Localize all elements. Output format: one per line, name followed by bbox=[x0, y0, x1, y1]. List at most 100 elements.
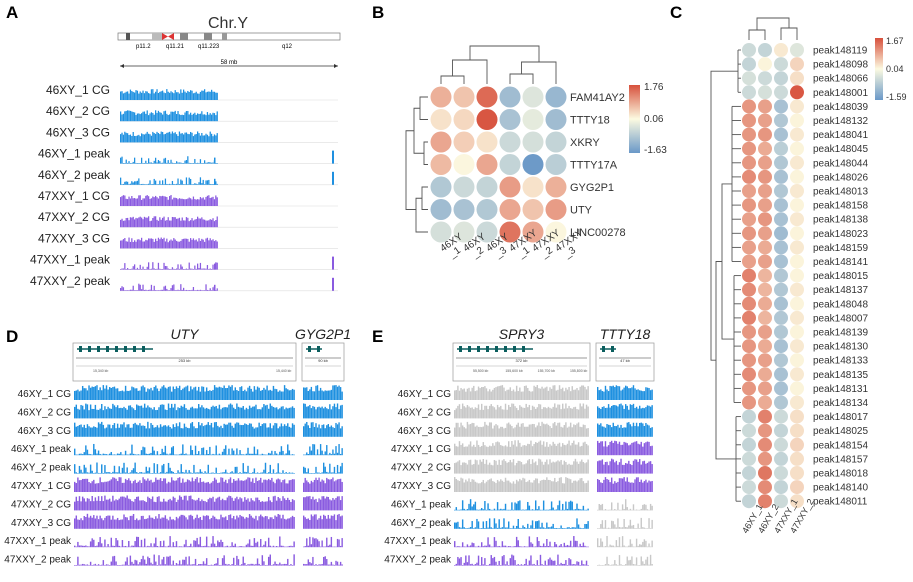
signal-bar bbox=[485, 521, 488, 529]
heatmap-cell bbox=[790, 480, 804, 495]
signal-bar bbox=[473, 479, 475, 492]
signal-bar bbox=[603, 391, 605, 400]
signal-bar bbox=[85, 388, 87, 400]
signal-bar bbox=[554, 385, 556, 400]
signal-bar bbox=[287, 444, 289, 456]
signal-bar bbox=[80, 453, 82, 456]
signal-bar bbox=[536, 425, 539, 437]
signal-bar bbox=[463, 482, 465, 492]
signal-bar bbox=[601, 391, 604, 400]
signal-bar bbox=[321, 424, 323, 437]
signal-bar bbox=[568, 463, 570, 474]
signal-bar bbox=[504, 477, 507, 492]
signal-bar bbox=[563, 542, 566, 548]
signal-bar bbox=[603, 406, 605, 419]
signal-bar bbox=[634, 528, 636, 529]
ruler-tick: 155,700 kb bbox=[538, 369, 555, 373]
signal-bar bbox=[231, 385, 233, 400]
signal-bar bbox=[255, 389, 257, 400]
signal-bar bbox=[225, 546, 227, 548]
signal-bar bbox=[229, 386, 232, 400]
heatmap-cell bbox=[758, 71, 772, 86]
heatmap-cell bbox=[758, 127, 772, 142]
signal-bar bbox=[485, 424, 488, 437]
signal-bar bbox=[145, 184, 147, 185]
signal-bar bbox=[574, 509, 577, 511]
signal-bar bbox=[120, 91, 122, 100]
signal-bar bbox=[239, 514, 241, 529]
signal-bar bbox=[546, 408, 548, 419]
signal-bar bbox=[167, 115, 169, 122]
panel-c-letter: C bbox=[670, 3, 682, 22]
signal-bar bbox=[261, 407, 264, 419]
signal-bar bbox=[104, 565, 106, 566]
signal-bar bbox=[221, 498, 224, 511]
signal-bar bbox=[217, 540, 219, 548]
signal-bar bbox=[166, 197, 168, 206]
signal-bar bbox=[285, 388, 287, 400]
track-signal bbox=[74, 443, 295, 456]
signal-bar bbox=[495, 509, 497, 511]
signal-bar bbox=[293, 407, 295, 419]
signal-bar bbox=[508, 422, 510, 437]
signal-bar bbox=[511, 483, 513, 492]
signal-bar bbox=[321, 450, 323, 456]
signal-bar bbox=[642, 407, 644, 419]
signal-bar bbox=[274, 495, 276, 511]
signal-bar bbox=[454, 565, 456, 566]
signal-bar bbox=[640, 422, 642, 437]
track-label: 47XXY_3 CG bbox=[38, 231, 110, 245]
signal-bar bbox=[557, 505, 559, 511]
signal-bar bbox=[611, 520, 613, 529]
signal-bar bbox=[129, 198, 132, 206]
signal-bar bbox=[85, 564, 87, 566]
signal-bar bbox=[474, 407, 477, 419]
track-signal bbox=[303, 556, 343, 566]
signal-bar bbox=[177, 178, 179, 185]
signal-bar bbox=[127, 110, 129, 122]
signal-bar bbox=[159, 134, 161, 143]
signal-bar bbox=[515, 479, 518, 492]
signal-bar bbox=[248, 405, 251, 419]
signal-bar bbox=[115, 561, 117, 566]
signal-bar bbox=[143, 447, 146, 456]
signal-bar bbox=[639, 481, 641, 492]
signal-bar bbox=[506, 509, 508, 511]
heatmap-cell bbox=[774, 155, 788, 170]
signal-bar bbox=[288, 545, 291, 548]
signal-bar bbox=[177, 454, 179, 456]
signal-bar bbox=[225, 445, 227, 456]
signal-bar bbox=[229, 514, 232, 529]
signal-bar bbox=[606, 446, 608, 456]
signal-bar bbox=[549, 459, 551, 474]
signal-bar bbox=[277, 564, 279, 566]
signal-bar bbox=[455, 462, 458, 474]
signal-bar bbox=[520, 528, 523, 529]
signal-bar bbox=[236, 496, 238, 511]
signal-bar bbox=[279, 426, 281, 437]
signal-bar bbox=[134, 264, 136, 270]
signal-bar bbox=[512, 546, 515, 548]
signal-bar bbox=[504, 445, 507, 456]
signal-bar bbox=[91, 496, 93, 511]
dendro-branch bbox=[469, 45, 540, 62]
signal-bar bbox=[634, 459, 636, 474]
signal-bar bbox=[213, 221, 216, 228]
signal-bar bbox=[209, 546, 211, 548]
signal-bar bbox=[618, 441, 621, 456]
signal-bar bbox=[136, 536, 138, 548]
signal-bar bbox=[156, 518, 159, 529]
signal-bar bbox=[618, 478, 621, 492]
signal-bar bbox=[208, 136, 210, 143]
signal-bar bbox=[157, 290, 160, 291]
signal-bar bbox=[584, 408, 586, 419]
signal-bar bbox=[220, 409, 222, 419]
signal-bar bbox=[539, 404, 542, 419]
signal-bar bbox=[187, 133, 189, 143]
signal-bar bbox=[538, 388, 540, 400]
heatmap-cell bbox=[742, 169, 756, 184]
signal-bar bbox=[558, 477, 561, 492]
signal-bar bbox=[274, 473, 276, 474]
signal-bar bbox=[174, 546, 176, 548]
signal-bar bbox=[178, 241, 181, 249]
